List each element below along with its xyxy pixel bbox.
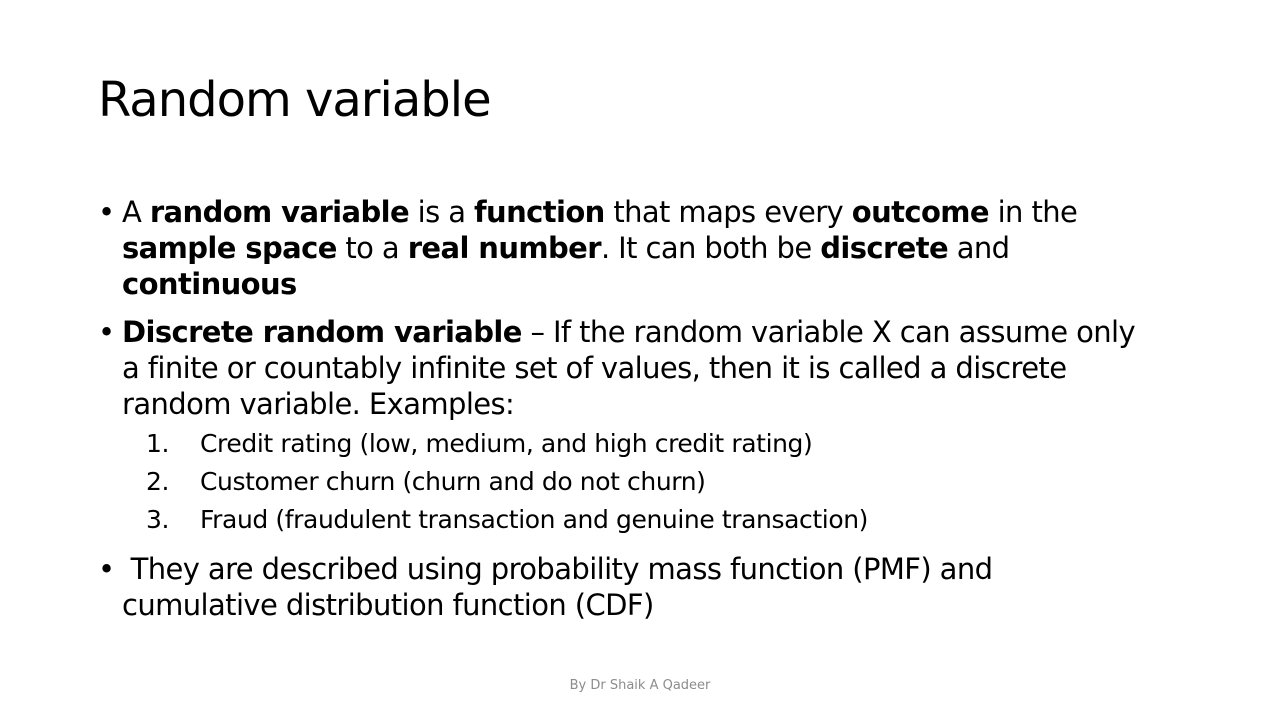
bullet-line: They are described using probability mas… — [122, 552, 993, 586]
example-item: 1. Credit rating (low, medium, and high … — [122, 425, 1188, 463]
bold-term: discrete — [820, 231, 949, 265]
bullet-list: • A random variable is a function that m… — [98, 194, 1188, 635]
bullet-dot: • — [98, 552, 115, 586]
bold-term: continuous — [122, 267, 297, 301]
bold-term: sample space — [122, 231, 337, 265]
text-run: . It can both be — [600, 231, 821, 265]
example-item: 3. Fraud (fraudulent transaction and gen… — [122, 501, 1188, 539]
bold-term: Discrete random variable — [122, 315, 522, 349]
text-run: and — [948, 231, 1010, 265]
bold-term: real number — [407, 231, 602, 265]
example-number: 3. — [146, 505, 170, 534]
bullet-dot: • — [98, 195, 115, 229]
bullet-line: continuous — [122, 266, 1188, 302]
slide-title: Random variable — [98, 72, 492, 128]
bullet-line: random variable. Examples: — [122, 387, 515, 421]
bullet-random-variable-definition: • A random variable is a function that m… — [98, 194, 1188, 302]
example-number: 2. — [146, 467, 170, 496]
bullet-pmf-cdf: • They are described using probability m… — [98, 551, 1188, 623]
example-text: Customer churn (churn and do not churn) — [200, 467, 706, 496]
text-run: is a — [409, 195, 475, 229]
examples-list: 1. Credit rating (low, medium, and high … — [122, 425, 1188, 539]
text-run: A — [122, 195, 150, 229]
example-item: 2. Customer churn (churn and do not chur… — [122, 463, 1188, 501]
text-run: that maps every — [604, 195, 852, 229]
example-text: Fraud (fraudulent transaction and genuin… — [200, 505, 869, 534]
text-run: – If the random variable X can assume on… — [521, 315, 1136, 349]
bold-term: function — [474, 195, 605, 229]
slide-footer: By Dr Shaik A Qadeer — [569, 678, 711, 693]
bullet-line: cumulative distribution function (CDF) — [122, 588, 654, 622]
bullet-line: sample space to a real number. It can bo… — [122, 230, 1188, 266]
bullet-discrete-random-variable: • Discrete random variable – If the rand… — [98, 314, 1188, 539]
text-run: to a — [336, 231, 408, 265]
bullet-line: A random variable is a function that map… — [122, 194, 1188, 230]
bold-term: outcome — [851, 195, 990, 229]
example-text: Credit rating (low, medium, and high cre… — [200, 429, 813, 458]
bullet-line: a finite or countably infinite set of va… — [122, 351, 1067, 385]
bullet-line: Discrete random variable – If the random… — [122, 314, 1188, 350]
example-number: 1. — [146, 429, 170, 458]
bold-term: random variable — [149, 195, 410, 229]
text-run: in the — [988, 195, 1078, 229]
bullet-dot: • — [98, 315, 115, 349]
